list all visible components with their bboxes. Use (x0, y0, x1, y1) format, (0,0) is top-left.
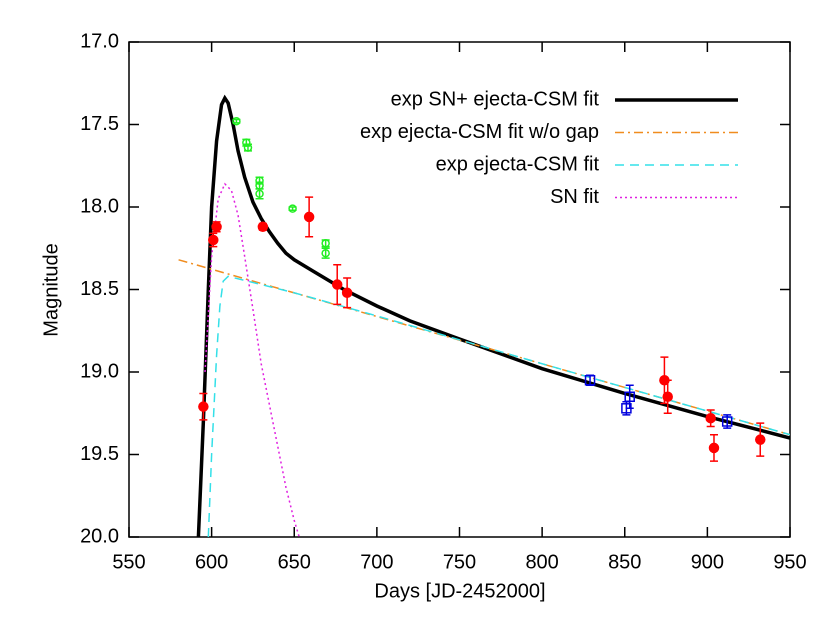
data-point (321, 248, 330, 258)
y-tick-label: 18.0 (80, 195, 119, 217)
fit-curve (196, 94, 790, 537)
y-tick-label: 19.5 (80, 443, 119, 465)
y-tick-label: 20.0 (80, 525, 119, 547)
x-tick-label: 950 (773, 551, 806, 573)
plot-frame (128, 41, 791, 538)
legend-label: exp ejecta-CSM fit (436, 153, 600, 175)
data-point (288, 204, 297, 213)
data-point (721, 416, 733, 427)
legend-label: exp ejecta-CSM fit w/o gap (360, 121, 599, 143)
data-point (232, 116, 241, 126)
data-point (198, 401, 209, 412)
y-tick-label: 19.0 (80, 360, 119, 382)
data-point (341, 287, 353, 299)
curves (178, 94, 790, 537)
data-point (242, 138, 251, 147)
x-tick-label: 550 (112, 551, 145, 573)
x-tick-label: 900 (691, 551, 724, 573)
x-tick-label: 650 (278, 551, 311, 573)
data-point (321, 239, 330, 248)
error-bar (625, 384, 634, 410)
data-point (211, 221, 222, 233)
data-point (755, 434, 766, 445)
data-point (331, 279, 343, 290)
x-tick-label: 700 (360, 551, 393, 573)
x-tick-label: 600 (195, 551, 228, 573)
data-point (257, 221, 269, 233)
x-tick-label: 850 (608, 551, 641, 573)
y-tick-label: 17.0 (80, 30, 119, 52)
y-axis-label: Magnitude (40, 243, 62, 336)
data-point (243, 143, 253, 152)
data-point (705, 412, 716, 424)
fit-curve (207, 275, 790, 537)
data-point (584, 375, 596, 386)
legend-label: SN fit (550, 186, 599, 208)
x-tick-label: 800 (525, 551, 558, 573)
data-point (624, 391, 635, 402)
y-tick-label: 18.5 (80, 278, 119, 300)
data-point (208, 234, 219, 246)
x-tick-label: 750 (443, 551, 476, 573)
legend-label: exp SN+ ejecta-CSM fit (391, 88, 600, 110)
y-tick-label: 17.5 (80, 113, 119, 135)
data-point (303, 211, 315, 223)
data-point (708, 442, 720, 454)
fit-curve (204, 182, 300, 537)
data-point (662, 391, 673, 402)
x-axis-label: Days [JD-2452000] (374, 580, 545, 602)
data-point (255, 189, 264, 199)
